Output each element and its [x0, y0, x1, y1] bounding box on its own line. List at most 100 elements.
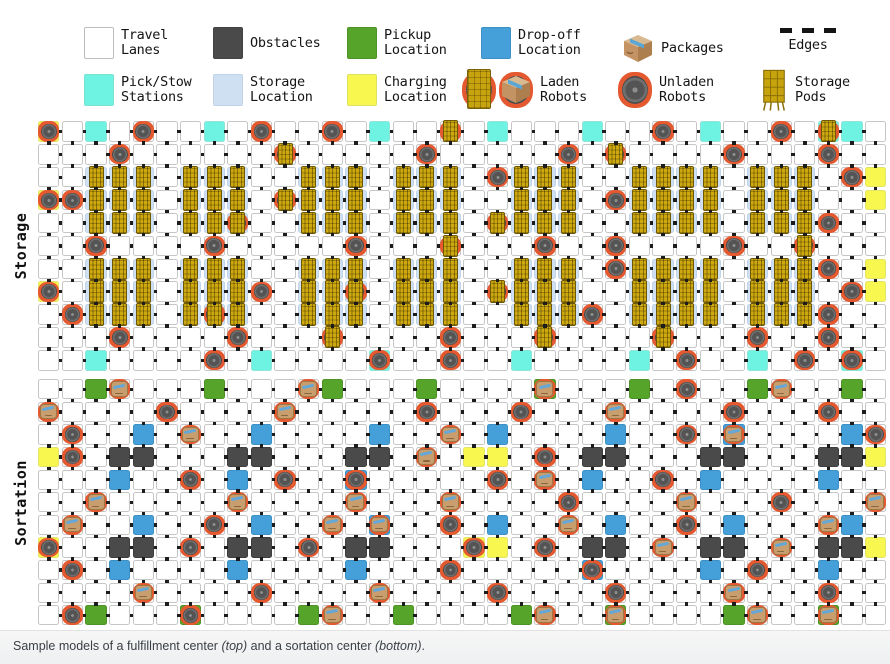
- cell-storage: [746, 211, 771, 237]
- cell-travel: [722, 468, 748, 493]
- cell-storage: [628, 303, 653, 328]
- package-icon: [624, 35, 652, 62]
- cell-travel: [651, 514, 677, 538]
- pod-icon: [561, 303, 577, 326]
- cell-travel: [840, 257, 866, 282]
- robot-icon: [345, 235, 367, 256]
- cell-charging: [864, 257, 888, 282]
- cell-travel: [510, 536, 535, 561]
- cell-travel: [746, 423, 771, 448]
- cell-storage: [179, 280, 204, 305]
- robot-icon: [38, 121, 60, 142]
- cell-storage: [510, 211, 535, 237]
- cell-storage: [533, 166, 559, 191]
- cell-travel: [557, 401, 582, 425]
- cell-travel: [746, 514, 771, 538]
- cell-travel: [604, 326, 630, 351]
- cell-travel: [155, 120, 181, 145]
- cell-pickup: [391, 604, 417, 627]
- cell-obstacle: [344, 446, 370, 470]
- cell-storage: [769, 257, 795, 282]
- cell-travel: [840, 189, 866, 214]
- cell-travel: [486, 211, 511, 237]
- cell-travel: [226, 349, 252, 372]
- cell-storage: [699, 257, 724, 282]
- cell-storage: [533, 188, 559, 214]
- cell-travel: [37, 257, 63, 282]
- cell-travel: [226, 423, 252, 448]
- cell-travel: [533, 446, 559, 470]
- robot-icon: [439, 327, 462, 348]
- cell-travel: [722, 189, 748, 214]
- cell-travel: [391, 468, 417, 493]
- box-icon: [607, 607, 625, 623]
- cell-pickstow: [840, 349, 866, 372]
- pod-icon: [702, 257, 718, 280]
- cell-travel: [61, 423, 86, 448]
- cell-travel: [510, 446, 535, 470]
- cell-travel: [391, 559, 417, 583]
- cell-travel: [84, 401, 110, 425]
- cell-travel: [368, 559, 393, 583]
- pod-icon: [442, 303, 458, 326]
- cell-travel: [415, 468, 441, 493]
- cell-dropoff: [817, 468, 842, 493]
- cell-travel: [817, 581, 842, 606]
- cell-travel: [273, 303, 299, 328]
- cell-storage: [108, 303, 133, 328]
- pod-icon: [608, 143, 624, 166]
- cell-travel: [864, 303, 888, 328]
- cell-storage: [132, 280, 157, 305]
- cell-travel: [840, 401, 866, 425]
- cell-storage: [628, 280, 653, 305]
- cell-travel: [580, 514, 606, 538]
- cell-charging: [37, 120, 63, 145]
- cell-storage: [557, 211, 582, 237]
- cell-storage: [415, 211, 441, 237]
- legend-item-edges: Edges: [770, 28, 846, 53]
- cell-storage: [108, 166, 133, 191]
- cell-travel: [61, 536, 86, 561]
- cell-travel: [533, 536, 559, 561]
- cell-travel: [817, 280, 842, 305]
- cell-travel: [817, 166, 842, 191]
- cell-travel: [297, 536, 322, 561]
- cell-travel: [675, 401, 700, 425]
- cell-travel: [321, 423, 346, 448]
- legend-label: Pick/Stow Stations: [121, 74, 192, 105]
- robot-icon: [817, 304, 840, 325]
- cell-travel: [391, 120, 417, 145]
- pod-icon: [112, 211, 128, 234]
- cell-travel: [699, 604, 724, 627]
- robot-icon: [85, 235, 107, 256]
- cell-travel: [202, 468, 228, 493]
- cell-travel: [651, 401, 677, 425]
- cell-travel: [817, 378, 842, 402]
- cell-travel: [746, 326, 771, 351]
- cell-storage: [226, 188, 252, 214]
- cell-travel: [722, 349, 748, 372]
- cell-storage: [297, 166, 322, 191]
- robot-icon: [746, 560, 769, 580]
- cell-travel: [604, 166, 630, 191]
- cell-travel: [580, 326, 606, 351]
- cell-travel: [273, 604, 299, 627]
- pod-icon: [183, 166, 199, 189]
- cell-travel: [415, 349, 441, 372]
- cell-travel: [297, 514, 322, 538]
- robot-icon: [156, 401, 178, 422]
- cell-travel: [462, 166, 488, 191]
- cell-storage: [793, 188, 819, 214]
- pod-icon: [183, 257, 199, 280]
- robot-icon: [841, 281, 863, 302]
- cell-travel: [840, 303, 866, 328]
- cell-travel: [273, 559, 299, 583]
- cell-travel: [202, 143, 228, 168]
- cell-dropoff: [226, 468, 252, 493]
- cell-travel: [202, 326, 228, 351]
- cell-storage: [699, 188, 724, 214]
- cell-travel: [651, 349, 677, 372]
- cell-travel: [462, 257, 488, 282]
- pod-icon: [206, 211, 222, 234]
- cell-travel: [37, 514, 63, 538]
